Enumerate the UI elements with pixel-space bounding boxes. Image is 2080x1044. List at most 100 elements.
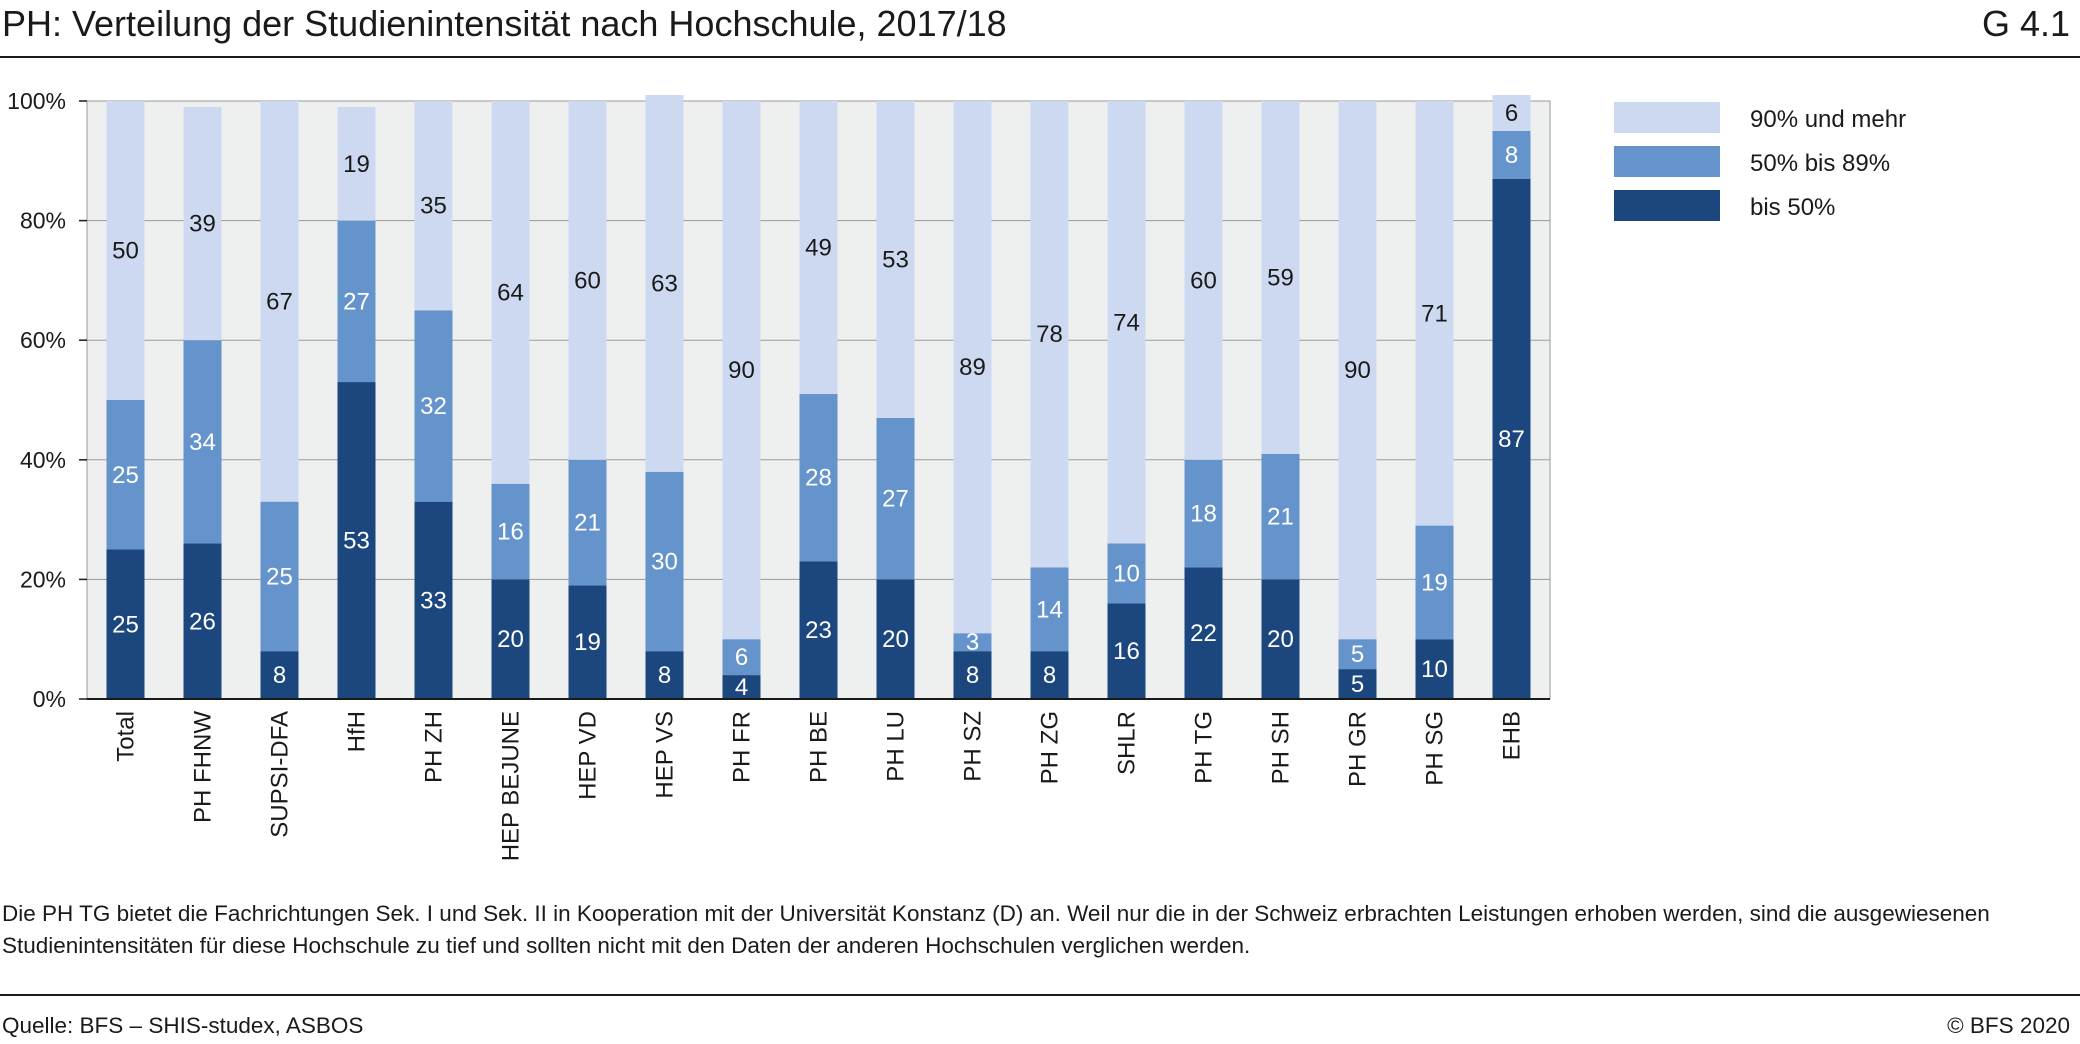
- data-label: 18: [1190, 501, 1217, 528]
- bar-segment: [183, 106, 222, 341]
- data-label: 28: [805, 465, 832, 492]
- data-label: 5: [1351, 641, 1364, 668]
- bar-segment: [1415, 525, 1454, 640]
- bar-segment: [183, 340, 222, 544]
- bar-segment: [337, 106, 376, 221]
- data-label: 8: [966, 662, 979, 689]
- data-label: 30: [651, 548, 678, 575]
- bar-segment: [414, 310, 453, 502]
- bar-segment: [260, 501, 299, 652]
- data-label: 32: [420, 393, 447, 420]
- bar-segment: [337, 220, 376, 383]
- bar-segment: [568, 459, 607, 586]
- bar-segment: [1492, 130, 1531, 179]
- data-label: 34: [189, 429, 216, 456]
- legend-label: 50% bis 89%: [1750, 150, 1890, 177]
- data-label: 19: [1421, 569, 1448, 596]
- bar-segment: [491, 579, 530, 699]
- bar-segment: [645, 95, 684, 472]
- data-label: 60: [574, 267, 601, 294]
- data-label: 59: [1267, 264, 1294, 291]
- x-tick-label: HEP VD: [575, 711, 602, 800]
- bar-segment: [1338, 639, 1377, 670]
- source-text: Quelle: BFS – SHIS-studex, ASBOS: [2, 1013, 364, 1038]
- y-tick-label: 60%: [20, 327, 66, 353]
- x-tick-label: HfH: [344, 711, 371, 752]
- bar-segment: [337, 382, 376, 699]
- data-label: 3: [966, 629, 979, 656]
- x-tick-label: PH LU: [883, 711, 910, 782]
- data-label: 14: [1036, 596, 1063, 623]
- bar-segment: [876, 579, 915, 699]
- bar-segment: [799, 101, 838, 395]
- data-label: 78: [1036, 321, 1063, 348]
- bar-segment: [1030, 651, 1069, 699]
- data-label: 25: [112, 462, 139, 489]
- y-tick-label: 80%: [20, 208, 66, 234]
- data-label: 25: [112, 611, 139, 638]
- data-label: 25: [266, 563, 293, 590]
- data-label: 23: [805, 617, 832, 644]
- bar-segment: [1030, 101, 1069, 568]
- bar-segment: [1261, 579, 1300, 699]
- bar-segment: [1107, 543, 1146, 604]
- chart-title: PH: Verteilung der Studienintensität nac…: [2, 3, 1007, 44]
- bar-segment: [260, 651, 299, 699]
- x-tick-label: PH SZ: [960, 711, 987, 782]
- bar-segment: [1184, 459, 1223, 568]
- bar-segment: [106, 101, 145, 400]
- bar-segment: [953, 651, 992, 699]
- bar-segment: [568, 585, 607, 699]
- data-label: 8: [658, 662, 671, 689]
- bar-segment: [1107, 603, 1146, 699]
- bar-segment: [722, 675, 761, 699]
- x-tick-label: PH ZH: [421, 711, 448, 783]
- data-label: 71: [1421, 300, 1448, 327]
- y-tick-label: 100%: [7, 88, 66, 114]
- bar-segment: [876, 101, 915, 418]
- data-label: 20: [497, 626, 524, 653]
- data-label: 33: [420, 587, 447, 614]
- x-tick-label: SUPSI-DFA: [267, 711, 294, 838]
- data-label: 27: [343, 288, 370, 315]
- bar-segment: [491, 483, 530, 580]
- bar-segment: [1415, 101, 1454, 526]
- bar-segment: [568, 101, 607, 460]
- x-tick-label: PH GR: [1345, 711, 1372, 787]
- data-label: 21: [574, 510, 601, 537]
- legend-swatch: [1614, 146, 1720, 177]
- bar-segment: [106, 549, 145, 699]
- data-label: 8: [1043, 662, 1056, 689]
- legend-swatch: [1614, 102, 1720, 133]
- x-tick-label: EHB: [1499, 711, 1526, 760]
- data-label: 10: [1113, 560, 1140, 587]
- data-label: 8: [1505, 142, 1518, 169]
- x-tick-label: SHLR: [1114, 711, 1141, 775]
- data-label: 6: [735, 644, 748, 671]
- x-tick-label: PH TG: [1191, 711, 1218, 784]
- copyright-text: © BFS 2020: [1947, 1013, 2070, 1038]
- bar-segment: [722, 639, 761, 676]
- data-label: 89: [959, 354, 986, 381]
- data-label: 90: [1344, 357, 1371, 384]
- data-label: 4: [735, 674, 748, 701]
- x-tick-label: PH BE: [806, 711, 833, 783]
- x-tick-label: PH FHNW: [190, 711, 217, 823]
- data-label: 27: [882, 486, 909, 513]
- data-label: 16: [497, 519, 524, 546]
- data-label: 5: [1351, 671, 1364, 698]
- bar-segment: [876, 417, 915, 580]
- data-label: 10: [1421, 656, 1448, 683]
- chart-code: G 4.1: [1981, 3, 2070, 44]
- bar-segment: [799, 394, 838, 562]
- bar-segment: [1184, 101, 1223, 460]
- bar-segment: [1338, 101, 1377, 640]
- data-label: 6: [1505, 100, 1518, 127]
- bar-segment: [414, 101, 453, 311]
- footnote: Die PH TG bietet die Fachrichtungen Sek.…: [2, 901, 1990, 958]
- bar-segment: [722, 101, 761, 640]
- bar-segment: [645, 471, 684, 652]
- data-label: 74: [1113, 309, 1140, 336]
